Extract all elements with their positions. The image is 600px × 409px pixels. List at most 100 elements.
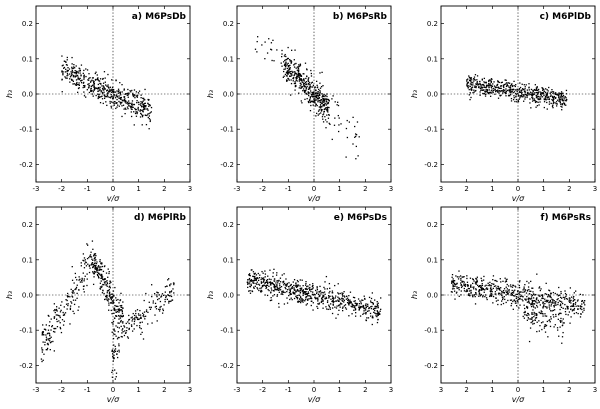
data-point bbox=[123, 98, 125, 101]
data-point bbox=[132, 94, 134, 96]
data-point bbox=[322, 299, 324, 301]
x-tick-label: 1 bbox=[490, 185, 494, 193]
data-point bbox=[372, 308, 375, 310]
data-point bbox=[575, 305, 577, 307]
data-point bbox=[45, 324, 47, 326]
y-tick-label: -0.2 bbox=[220, 161, 234, 169]
data-point bbox=[337, 104, 340, 107]
data-point bbox=[292, 78, 295, 80]
data-point bbox=[474, 90, 477, 92]
data-point bbox=[583, 307, 585, 310]
data-point bbox=[100, 275, 103, 277]
data-point bbox=[516, 88, 518, 90]
data-point bbox=[310, 300, 312, 302]
data-point bbox=[471, 278, 474, 280]
data-point bbox=[97, 88, 99, 90]
data-point bbox=[279, 277, 282, 279]
data-point bbox=[106, 290, 109, 292]
data-point bbox=[548, 289, 550, 291]
data-point bbox=[524, 311, 526, 314]
data-point bbox=[299, 298, 301, 300]
data-point bbox=[84, 85, 86, 87]
data-point bbox=[131, 104, 134, 106]
data-point bbox=[553, 305, 555, 307]
data-point bbox=[310, 82, 313, 84]
data-point bbox=[325, 99, 327, 101]
x-axis-label: v/σ bbox=[512, 194, 525, 203]
data-point bbox=[320, 112, 322, 114]
data-point bbox=[318, 88, 320, 91]
data-point bbox=[330, 303, 332, 305]
data-point bbox=[344, 296, 346, 298]
data-point bbox=[61, 65, 63, 67]
data-point bbox=[569, 287, 572, 289]
data-point bbox=[119, 92, 122, 94]
data-point bbox=[90, 256, 93, 258]
data-point bbox=[127, 92, 129, 94]
data-point bbox=[272, 295, 274, 297]
data-point bbox=[509, 91, 511, 93]
data-point bbox=[270, 278, 272, 281]
data-point bbox=[489, 95, 492, 97]
data-point bbox=[579, 316, 582, 318]
data-point bbox=[125, 322, 127, 325]
data-point bbox=[298, 64, 300, 66]
data-point bbox=[289, 67, 291, 69]
data-point bbox=[103, 292, 105, 295]
data-point bbox=[369, 300, 372, 302]
data-point bbox=[82, 85, 85, 87]
data-point bbox=[479, 289, 481, 292]
data-point bbox=[542, 315, 544, 317]
data-point bbox=[473, 78, 475, 80]
data-point bbox=[154, 306, 157, 308]
data-point bbox=[541, 328, 543, 331]
data-point bbox=[530, 280, 532, 283]
data-point bbox=[512, 308, 514, 310]
data-point bbox=[568, 300, 570, 302]
data-point bbox=[362, 304, 364, 307]
data-point bbox=[461, 280, 463, 282]
data-point bbox=[574, 303, 577, 305]
data-point bbox=[554, 304, 556, 306]
data-point bbox=[492, 91, 494, 94]
data-point bbox=[572, 299, 575, 301]
data-point bbox=[364, 309, 367, 311]
data-point bbox=[348, 121, 351, 123]
data-point bbox=[99, 268, 101, 270]
data-point bbox=[536, 321, 538, 323]
data-point bbox=[538, 301, 540, 303]
data-point bbox=[90, 251, 92, 253]
data-point bbox=[307, 294, 309, 297]
data-point bbox=[461, 285, 463, 287]
data-point bbox=[88, 83, 90, 85]
data-point bbox=[104, 87, 106, 90]
data-point bbox=[55, 306, 58, 308]
data-point bbox=[77, 78, 79, 80]
data-point bbox=[304, 85, 306, 87]
data-point bbox=[497, 97, 500, 99]
data-point bbox=[249, 279, 252, 282]
data-point bbox=[289, 289, 291, 292]
data-point bbox=[82, 86, 84, 89]
data-point bbox=[94, 267, 96, 269]
data-point bbox=[120, 335, 122, 338]
data-point bbox=[533, 303, 535, 305]
data-point bbox=[312, 283, 314, 285]
data-point bbox=[118, 336, 120, 339]
data-point bbox=[324, 116, 326, 118]
data-point bbox=[75, 70, 78, 72]
data-point bbox=[512, 300, 514, 303]
data-point bbox=[555, 315, 557, 318]
data-point bbox=[89, 254, 92, 256]
data-point bbox=[544, 95, 547, 98]
data-point bbox=[289, 292, 292, 294]
data-point bbox=[73, 83, 75, 85]
data-point bbox=[315, 103, 317, 106]
data-point bbox=[472, 84, 474, 86]
data-point bbox=[500, 281, 502, 283]
data-point bbox=[508, 291, 510, 293]
data-point bbox=[41, 334, 43, 336]
data-point bbox=[70, 78, 73, 81]
data-point bbox=[66, 295, 68, 297]
data-point bbox=[111, 371, 113, 374]
